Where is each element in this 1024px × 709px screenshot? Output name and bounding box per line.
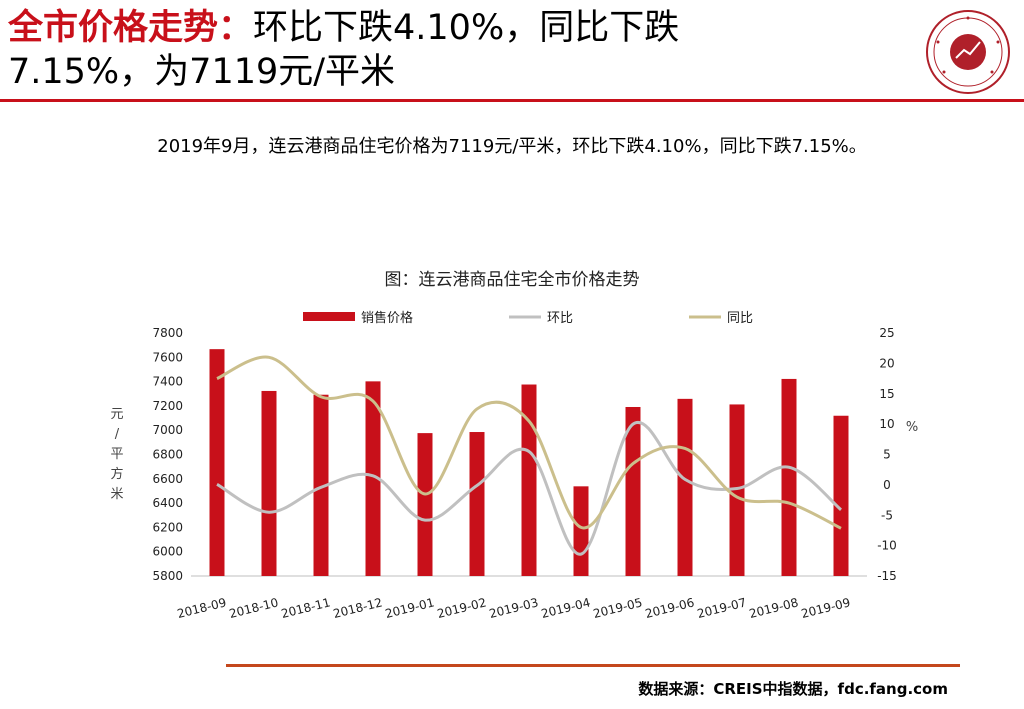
line-yoy [216,355,842,530]
bar-price [677,398,693,576]
title-divider [0,99,1024,102]
bar-price [781,378,797,576]
line-mom [216,420,842,556]
x-tick-label: 2018-09 [176,595,228,620]
y-left-axis-label-char: 元 [110,407,123,422]
legend-label-yoy: 同比 [727,311,753,326]
bar-price [469,432,485,576]
y-left-tick-label: 7000 [152,423,183,437]
bar-price [209,349,225,576]
x-tick-label: 2019-09 [800,595,852,620]
title-strong: 全市价格走势： [8,8,254,48]
y-left-axis-label-char: 米 [110,487,123,502]
y-left-tick-label: 7400 [152,375,183,389]
y-left-tick-label: 6000 [152,545,183,559]
x-tick-label: 2019-01 [384,595,436,620]
page-title: 全市价格走势：环比下跌4.10%，同比下跌 7.15%，为7119元/平米 [8,6,898,94]
y-right-tick-label: -5 [881,508,893,522]
y-right-tick-label: 5 [883,448,891,462]
y-left-axis-label-char: 平 [110,447,123,462]
legend-label-mom: 环比 [547,311,573,326]
y-right-tick-label: 10 [879,417,894,431]
title-line-1: 全市价格走势：环比下跌4.10%，同比下跌 [8,6,898,50]
bar-price [833,415,849,576]
y-left-tick-label: 6200 [152,520,183,534]
title-line-2: 7.15%，为7119元/平米 [8,52,396,92]
bar-price [417,433,433,576]
legend-label-price: 销售价格 [361,310,413,326]
china-index-academy-seal-icon [926,10,1010,94]
chart-title: 图：连云港商品住宅全市价格走势 [384,270,640,290]
y-left-tick-label: 6400 [152,496,183,510]
x-tick-label: 2019-03 [488,595,540,620]
y-left-tick-label: 6600 [152,472,183,486]
x-tick-label: 2019-05 [592,595,644,620]
x-tick-label: 2019-08 [748,595,800,620]
y-left-tick-label: 6800 [152,448,183,462]
x-tick-label: 2019-02 [436,595,488,620]
legend-swatch-price [303,312,355,321]
summary-text: 2019年9月，连云港商品住宅价格为7119元/平米，环比下跌4.10%，同比下… [157,136,867,157]
bar-price [521,384,537,576]
bar-price [261,390,277,576]
x-tick-label: 2018-12 [332,595,384,620]
y-left-tick-label: 5800 [152,569,183,583]
bar-price [625,406,641,576]
title-rest: 环比下跌4.10%，同比下跌 [253,8,680,48]
y-left-tick-label: 7600 [152,350,183,364]
data-source: 数据来源：CREIS中指数据，fdc.fang.com [638,680,948,698]
y-right-tick-label: 0 [883,478,891,492]
y-right-tick-label: 20 [879,356,894,370]
y-left-tick-label: 7800 [152,326,183,340]
bar-price [313,394,329,576]
y-right-axis-label: % [906,420,918,435]
bar-price [729,404,745,576]
y-right-tick-label: -10 [877,539,897,553]
x-tick-label: 2018-10 [228,595,280,620]
bar-price [365,381,381,576]
y-right-tick-label: -15 [877,569,897,583]
y-right-tick-label: 25 [879,326,894,340]
x-tick-label: 2019-04 [540,595,592,620]
y-left-axis-label-char: / [115,427,120,442]
x-tick-label: 2019-06 [644,595,696,620]
bar-price [573,486,589,576]
y-right-tick-label: 15 [879,387,894,401]
y-left-axis-label-char: 方 [110,466,123,482]
x-tick-label: 2019-07 [696,595,748,620]
footer-divider [226,664,960,667]
y-left-tick-label: 7200 [152,399,183,413]
x-tick-label: 2018-11 [280,595,332,620]
price-trend-chart: 5800 6000 6200 6400 6600 6800 7000 7200 7400 7600… [110,310,918,620]
